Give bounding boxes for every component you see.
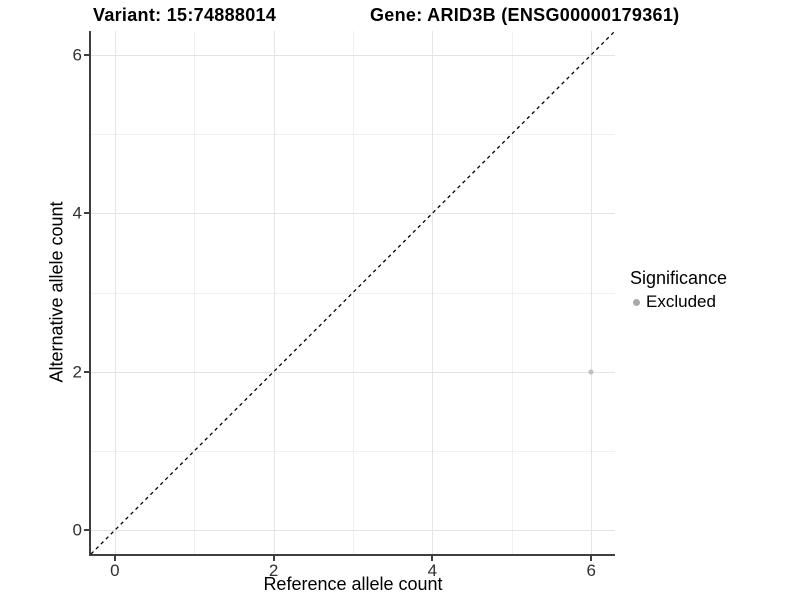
y-tick-label: 4 <box>72 203 82 223</box>
gridline-major-horizontal <box>91 530 615 532</box>
gene-title: Gene: ARID3B (ENSG00000179361) <box>370 5 680 25</box>
data-point <box>588 369 594 375</box>
x-tick-label: 4 <box>427 561 438 580</box>
legend: Significance Excluded <box>630 268 727 312</box>
gridline-major-vertical <box>114 31 116 554</box>
variant-title: Variant: 15:74888014 <box>93 5 277 25</box>
gridline-major-vertical <box>591 31 593 554</box>
y-tick-label: 0 <box>72 520 82 540</box>
y-tick-label: 6 <box>72 45 82 65</box>
gridline-major-horizontal <box>91 54 615 56</box>
legend-entry: Excluded <box>630 292 727 312</box>
x-axis-tick <box>590 556 593 561</box>
x-axis-tick <box>272 556 275 561</box>
y-axis-tick <box>84 53 89 56</box>
legend-key-dot-icon <box>633 298 640 306</box>
identity-line <box>90 30 616 555</box>
y-axis-tick <box>84 370 89 373</box>
y-axis-tick <box>84 529 89 532</box>
y-axis-tick <box>84 212 89 215</box>
x-tick-label: 2 <box>268 561 279 580</box>
y-axis-title: Alternative allele count <box>46 201 67 383</box>
x-tick-label: 6 <box>586 561 596 580</box>
gridline-major-horizontal <box>91 371 615 373</box>
x-axis-tick <box>431 556 434 561</box>
plot-panel: 0 2 4 6 0 2 4 6 <box>73 30 616 579</box>
y-tick-label: 2 <box>72 362 82 382</box>
y-axis-line <box>89 31 91 556</box>
gridline-major-horizontal <box>91 213 615 215</box>
x-axis-line <box>89 554 615 556</box>
x-tick-label: 0 <box>110 561 120 580</box>
x-axis-tick <box>113 556 116 561</box>
gridline-minor-horizontal <box>91 450 615 452</box>
legend-title: Significance <box>630 268 728 288</box>
legend-entry-label: Excluded <box>646 292 716 311</box>
legend-entries: Excluded <box>630 292 727 312</box>
gridline-major-vertical <box>273 31 275 554</box>
gridline-major-vertical <box>432 31 434 554</box>
gridline-minor-horizontal <box>91 134 615 135</box>
gridline-minor-horizontal <box>91 292 615 294</box>
x-axis-title: Reference allele count <box>263 574 443 594</box>
